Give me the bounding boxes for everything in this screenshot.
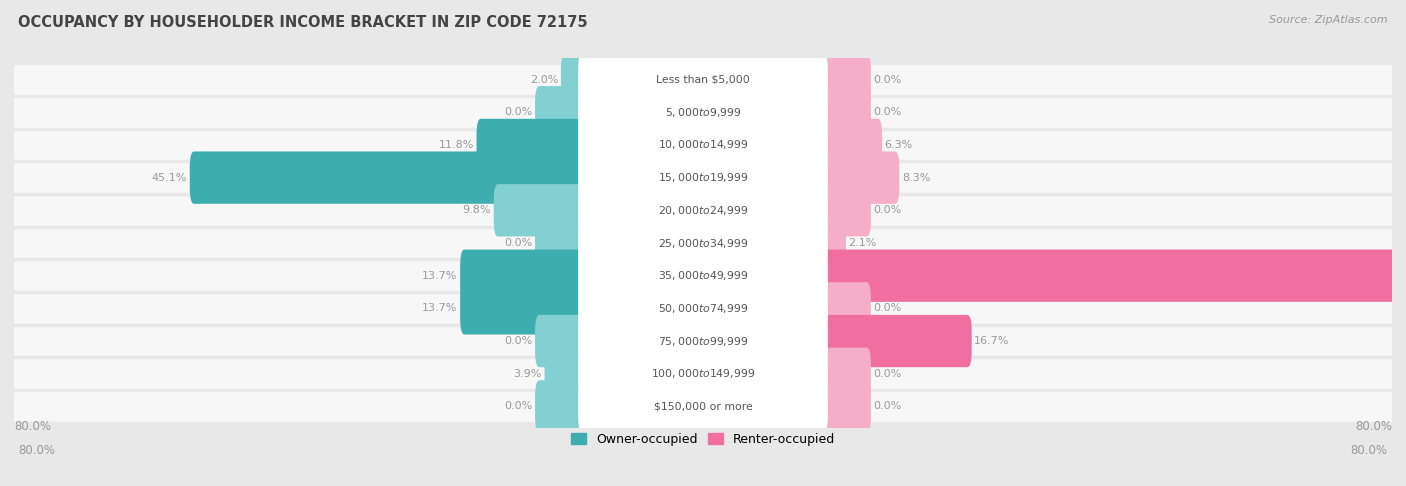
Text: 11.8%: 11.8% [439, 140, 474, 150]
Text: 0.0%: 0.0% [873, 107, 901, 117]
Text: Less than $5,000: Less than $5,000 [657, 74, 749, 85]
FancyBboxPatch shape [820, 119, 882, 171]
Text: 8.3%: 8.3% [901, 173, 931, 183]
Text: 0.0%: 0.0% [873, 303, 901, 313]
FancyBboxPatch shape [820, 315, 972, 367]
Text: 2.1%: 2.1% [849, 238, 877, 248]
FancyBboxPatch shape [0, 260, 1406, 292]
FancyBboxPatch shape [0, 226, 1406, 260]
Text: $150,000 or more: $150,000 or more [654, 401, 752, 412]
FancyBboxPatch shape [0, 194, 1406, 226]
FancyBboxPatch shape [578, 249, 828, 302]
Text: 13.7%: 13.7% [422, 271, 457, 281]
Text: $35,000 to $49,999: $35,000 to $49,999 [658, 269, 748, 282]
FancyBboxPatch shape [578, 53, 828, 106]
FancyBboxPatch shape [578, 184, 828, 237]
Text: 80.0%: 80.0% [14, 419, 51, 433]
FancyBboxPatch shape [0, 390, 1406, 423]
FancyBboxPatch shape [578, 380, 828, 433]
FancyBboxPatch shape [0, 357, 1406, 390]
Text: 0.0%: 0.0% [873, 401, 901, 412]
Text: $25,000 to $34,999: $25,000 to $34,999 [658, 237, 748, 249]
FancyBboxPatch shape [820, 347, 870, 400]
FancyBboxPatch shape [494, 184, 586, 237]
FancyBboxPatch shape [820, 184, 870, 237]
Text: $15,000 to $19,999: $15,000 to $19,999 [658, 171, 748, 184]
FancyBboxPatch shape [578, 282, 828, 334]
Text: 80.0%: 80.0% [18, 444, 55, 457]
Text: 0.0%: 0.0% [505, 336, 533, 346]
Text: OCCUPANCY BY HOUSEHOLDER INCOME BRACKET IN ZIP CODE 72175: OCCUPANCY BY HOUSEHOLDER INCOME BRACKET … [18, 15, 588, 30]
FancyBboxPatch shape [0, 161, 1406, 194]
Text: $100,000 to $149,999: $100,000 to $149,999 [651, 367, 755, 380]
FancyBboxPatch shape [460, 282, 586, 334]
Text: 0.0%: 0.0% [505, 107, 533, 117]
Text: 3.9%: 3.9% [513, 369, 541, 379]
Text: $10,000 to $14,999: $10,000 to $14,999 [658, 139, 748, 152]
FancyBboxPatch shape [578, 119, 828, 171]
FancyBboxPatch shape [536, 86, 586, 139]
FancyBboxPatch shape [578, 347, 828, 400]
Text: 0.0%: 0.0% [873, 74, 901, 85]
Text: 16.7%: 16.7% [974, 336, 1010, 346]
Text: $75,000 to $99,999: $75,000 to $99,999 [658, 334, 748, 347]
FancyBboxPatch shape [578, 217, 828, 269]
FancyBboxPatch shape [820, 282, 870, 334]
Text: $20,000 to $24,999: $20,000 to $24,999 [658, 204, 748, 217]
Text: 45.1%: 45.1% [152, 173, 187, 183]
Text: 9.8%: 9.8% [463, 205, 491, 215]
Text: 0.0%: 0.0% [873, 369, 901, 379]
FancyBboxPatch shape [544, 347, 586, 400]
FancyBboxPatch shape [0, 63, 1406, 96]
FancyBboxPatch shape [578, 315, 828, 367]
Text: 6.3%: 6.3% [884, 140, 912, 150]
FancyBboxPatch shape [578, 152, 828, 204]
FancyBboxPatch shape [820, 53, 870, 106]
FancyBboxPatch shape [820, 217, 846, 269]
FancyBboxPatch shape [820, 380, 870, 433]
Text: 0.0%: 0.0% [873, 205, 901, 215]
Text: 80.0%: 80.0% [1351, 444, 1388, 457]
FancyBboxPatch shape [536, 217, 586, 269]
FancyBboxPatch shape [820, 152, 900, 204]
Text: 0.0%: 0.0% [505, 238, 533, 248]
FancyBboxPatch shape [536, 380, 586, 433]
FancyBboxPatch shape [820, 86, 870, 139]
Text: Source: ZipAtlas.com: Source: ZipAtlas.com [1270, 15, 1388, 25]
FancyBboxPatch shape [561, 53, 586, 106]
FancyBboxPatch shape [477, 119, 586, 171]
FancyBboxPatch shape [460, 249, 586, 302]
Text: 2.0%: 2.0% [530, 74, 558, 85]
Legend: Owner-occupied, Renter-occupied: Owner-occupied, Renter-occupied [567, 428, 839, 451]
Text: $5,000 to $9,999: $5,000 to $9,999 [665, 106, 741, 119]
FancyBboxPatch shape [0, 292, 1406, 325]
FancyBboxPatch shape [0, 96, 1406, 129]
FancyBboxPatch shape [578, 86, 828, 139]
FancyBboxPatch shape [0, 129, 1406, 161]
FancyBboxPatch shape [536, 315, 586, 367]
FancyBboxPatch shape [190, 152, 586, 204]
FancyBboxPatch shape [0, 325, 1406, 357]
Text: 13.7%: 13.7% [422, 303, 457, 313]
Text: 0.0%: 0.0% [505, 401, 533, 412]
Text: 80.0%: 80.0% [1355, 419, 1392, 433]
FancyBboxPatch shape [820, 249, 1402, 302]
Text: $50,000 to $74,999: $50,000 to $74,999 [658, 302, 748, 315]
